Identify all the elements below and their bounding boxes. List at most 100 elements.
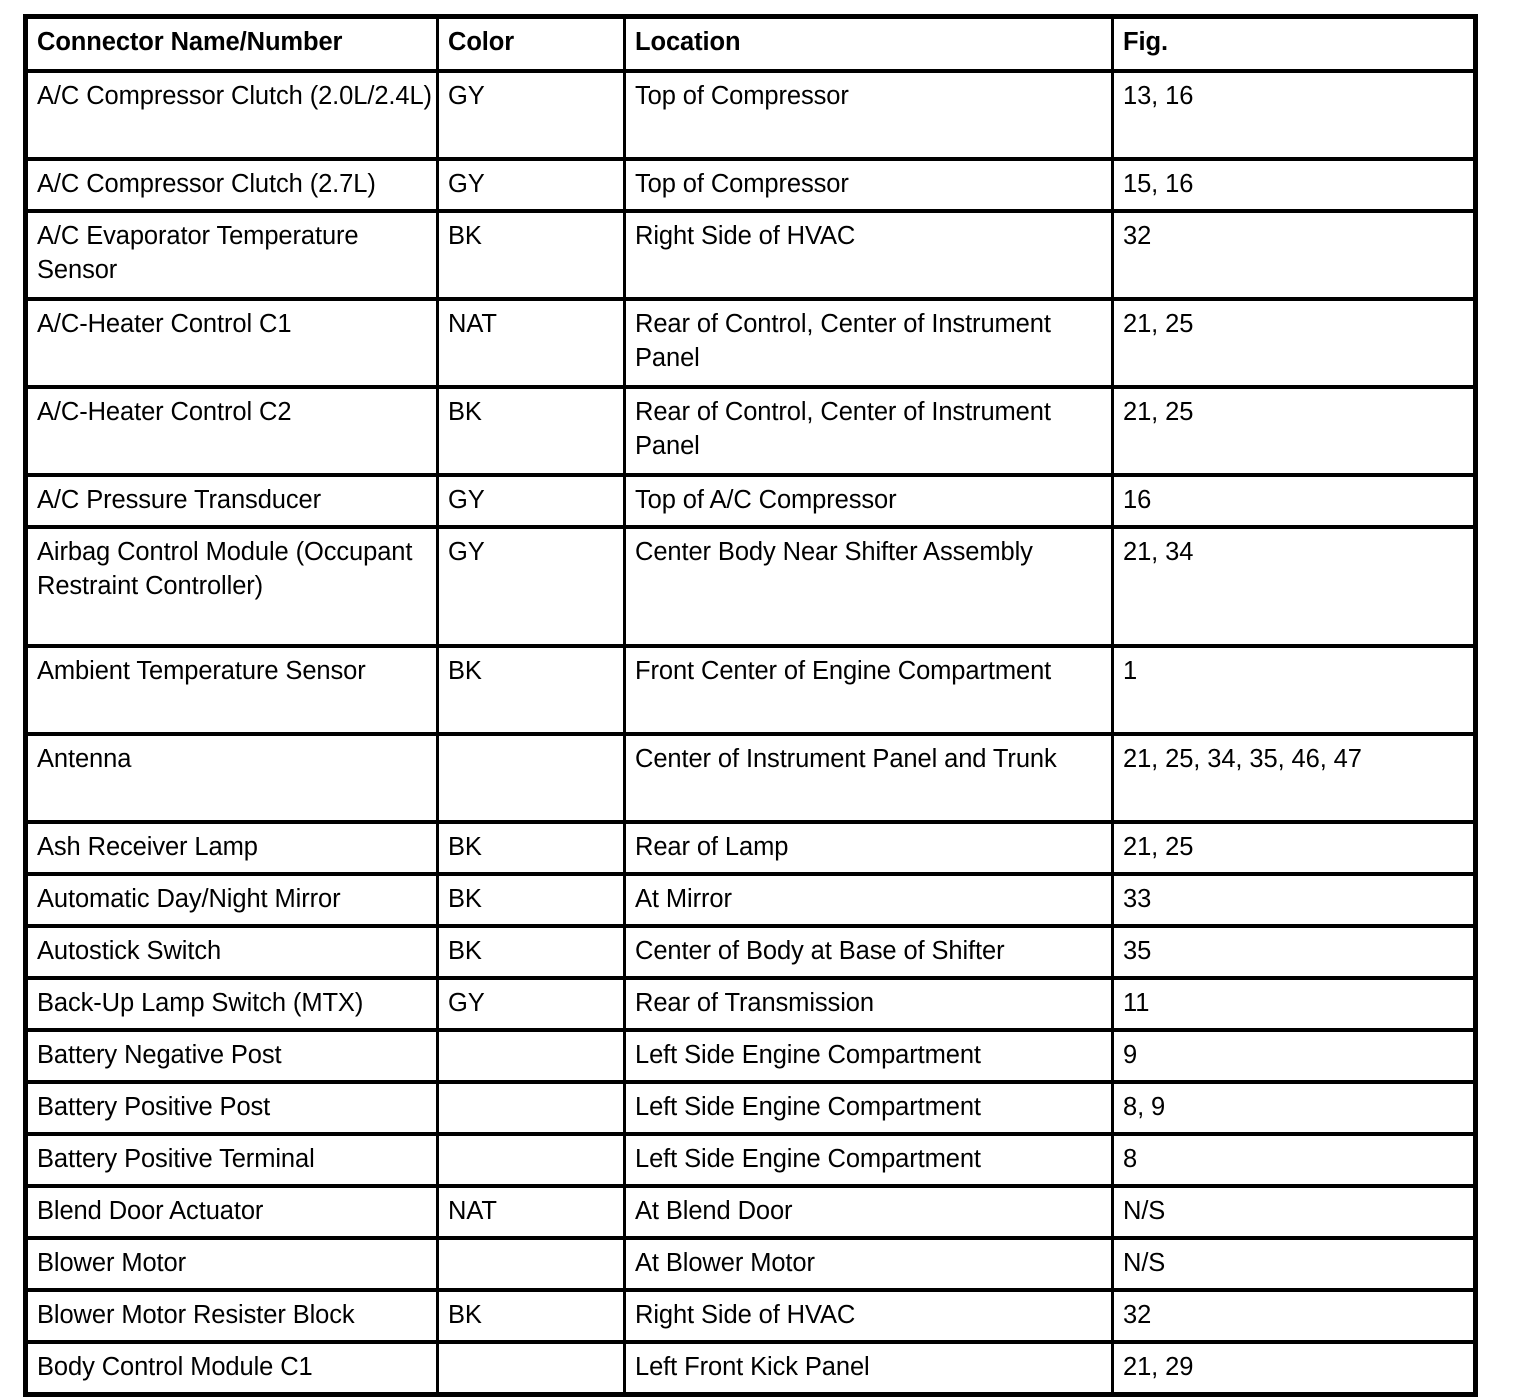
table-row: A/C Evaporator Temperature Sensor BK Right… — [24, 209, 1477, 301]
cell-connector-name-label: A/C Compressor Clutch (2.7L) — [37, 170, 376, 198]
cell-location: Top of Compressor — [623, 157, 1114, 213]
cell-color — [436, 1236, 626, 1292]
cell-fig-label: 8 — [1123, 1145, 1138, 1173]
cell-fig: 21, 25 — [1111, 385, 1477, 477]
cell-fig: 1 — [1111, 644, 1477, 736]
cell-location-label: Center of Instrument Panel and Trunk — [635, 745, 1057, 773]
cell-fig: 33 — [1111, 872, 1477, 928]
cell-location-label: Right Side of HVAC — [635, 1301, 856, 1329]
table-row: A/C-Heater Control C2 BK Rear of Control, … — [24, 385, 1477, 477]
cell-connector-name: Ash Receiver Lamp — [24, 820, 439, 876]
cell-location: Rear of Control, Center of Instrument Pa… — [623, 297, 1114, 389]
cell-color: GY — [436, 157, 626, 213]
cell-color-label: NAT — [448, 1197, 497, 1225]
cell-color-label: BK — [448, 885, 482, 913]
cell-fig-label: 8, 9 — [1123, 1093, 1166, 1121]
column-header-location: Location — [623, 14, 1114, 73]
cell-connector-name-label: A/C-Heater Control C1 — [37, 310, 292, 338]
cell-connector-name: Body Control Module C1 — [24, 1340, 439, 1397]
cell-location-label: Rear of Control, Center of Instrument Pa… — [635, 398, 1051, 460]
table-row: A/C Compressor Clutch (2.7L) GY Top of Com… — [24, 157, 1477, 213]
table-row: Battery Positive Terminal Left Side Engin… — [24, 1132, 1477, 1188]
cell-color: BK — [436, 872, 626, 928]
cell-color-empty — [448, 1038, 623, 1039]
cell-color-empty — [448, 1090, 623, 1091]
cell-location: Rear of Transmission — [623, 976, 1114, 1032]
cell-location: Front Center of Engine Compartment — [623, 644, 1114, 736]
cell-fig-label: 33 — [1123, 885, 1152, 913]
cell-fig-label: 9 — [1123, 1041, 1138, 1069]
cell-fig: 21, 25 — [1111, 297, 1477, 389]
cell-connector-name-label: Blower Motor — [37, 1249, 187, 1277]
column-header-location-label: Location — [635, 28, 741, 56]
cell-location-label: At Mirror — [635, 885, 732, 913]
cell-color: BK — [436, 209, 626, 301]
table-header: Connector Name/Number Color Location Fig… — [24, 14, 1477, 73]
cell-connector-name-label: A/C Compressor Clutch (2.0L/2.4L) — [37, 82, 432, 110]
cell-color: BK — [436, 924, 626, 980]
table-row: A/C Compressor Clutch (2.0L/2.4L) GY Top o… — [24, 69, 1477, 161]
cell-color-label: GY — [448, 82, 485, 110]
table-row: Blower Motor At Blower Motor N/S — [24, 1236, 1477, 1292]
cell-location: At Mirror — [623, 872, 1114, 928]
cell-connector-name-label: Battery Negative Post — [37, 1041, 282, 1069]
cell-color-label: NAT — [448, 310, 497, 338]
cell-location-label: Left Side Engine Compartment — [635, 1041, 981, 1069]
cell-location: Left Side Engine Compartment — [623, 1028, 1114, 1084]
cell-location: Left Side Engine Compartment — [623, 1132, 1114, 1188]
cell-connector-name-label: Ash Receiver Lamp — [37, 833, 258, 861]
cell-location-label: Top of Compressor — [635, 170, 849, 198]
cell-connector-name: Automatic Day/Night Mirror — [24, 872, 439, 928]
table-row: Battery Negative Post Left Side Engine Co… — [24, 1028, 1477, 1084]
cell-fig-label: 1 — [1123, 657, 1138, 685]
cell-connector-name: A/C Pressure Transducer — [24, 473, 439, 529]
cell-fig: 21, 25, 34, 35, 46, 47 — [1111, 732, 1477, 824]
cell-fig-label: 35 — [1123, 937, 1152, 965]
cell-color-label: BK — [448, 398, 482, 426]
cell-location: Top of Compressor — [623, 69, 1114, 161]
cell-fig: 21, 34 — [1111, 525, 1477, 648]
cell-color: GY — [436, 525, 626, 648]
cell-fig: 13, 16 — [1111, 69, 1477, 161]
cell-connector-name: Battery Negative Post — [24, 1028, 439, 1084]
cell-connector-name: Blend Door Actuator — [24, 1184, 439, 1240]
cell-fig: N/S — [1111, 1184, 1477, 1240]
table-row: Body Control Module C1 Left Front Kick Pa… — [24, 1340, 1477, 1397]
connector-reference-table: Connector Name/Number Color Location Fig… — [23, 14, 1478, 1397]
cell-connector-name-label: Battery Positive Post — [37, 1093, 271, 1121]
cell-connector-name: Battery Positive Terminal — [24, 1132, 439, 1188]
table-body: A/C Compressor Clutch (2.0L/2.4L) GY Top o… — [24, 69, 1477, 1397]
table-row: Antenna Center of Instrument Panel and Tr… — [24, 732, 1477, 824]
cell-fig-label: 15, 16 — [1123, 170, 1194, 198]
cell-color-label: BK — [448, 937, 482, 965]
cell-fig: 35 — [1111, 924, 1477, 980]
cell-color-empty — [448, 1246, 623, 1247]
cell-connector-name: Blower Motor — [24, 1236, 439, 1292]
cell-location-label: At Blower Motor — [635, 1249, 815, 1277]
column-header-fig: Fig. — [1111, 14, 1477, 73]
cell-color-label: GY — [448, 170, 485, 198]
cell-connector-name: Ambient Temperature Sensor — [24, 644, 439, 736]
cell-location: Center Body Near Shifter Assembly — [623, 525, 1114, 648]
cell-fig-label: N/S — [1123, 1197, 1166, 1225]
cell-connector-name: Autostick Switch — [24, 924, 439, 980]
cell-location: At Blend Door — [623, 1184, 1114, 1240]
cell-fig-label: 21, 34 — [1123, 538, 1194, 566]
cell-fig-label: 21, 25 — [1123, 310, 1194, 338]
table-row: Automatic Day/Night Mirror BK At Mirror 33 — [24, 872, 1477, 928]
table-row: Blower Motor Resister Block BK Right Side … — [24, 1288, 1477, 1344]
cell-connector-name-label: Body Control Module C1 — [37, 1353, 313, 1381]
cell-color — [436, 732, 626, 824]
cell-fig-label: 21, 25 — [1123, 833, 1194, 861]
cell-connector-name: A/C Evaporator Temperature Sensor — [24, 209, 439, 301]
cell-location-label: Left Side Engine Compartment — [635, 1145, 981, 1173]
cell-connector-name-label: Blend Door Actuator — [37, 1197, 264, 1225]
cell-connector-name: Antenna — [24, 732, 439, 824]
cell-fig-label: 32 — [1123, 222, 1152, 250]
cell-fig-label: 21, 25, 34, 35, 46, 47 — [1123, 745, 1362, 773]
cell-fig-label: N/S — [1123, 1249, 1166, 1277]
cell-location: Top of A/C Compressor — [623, 473, 1114, 529]
cell-connector-name: Blower Motor Resister Block — [24, 1288, 439, 1344]
cell-color: BK — [436, 644, 626, 736]
cell-fig: 21, 29 — [1111, 1340, 1477, 1397]
